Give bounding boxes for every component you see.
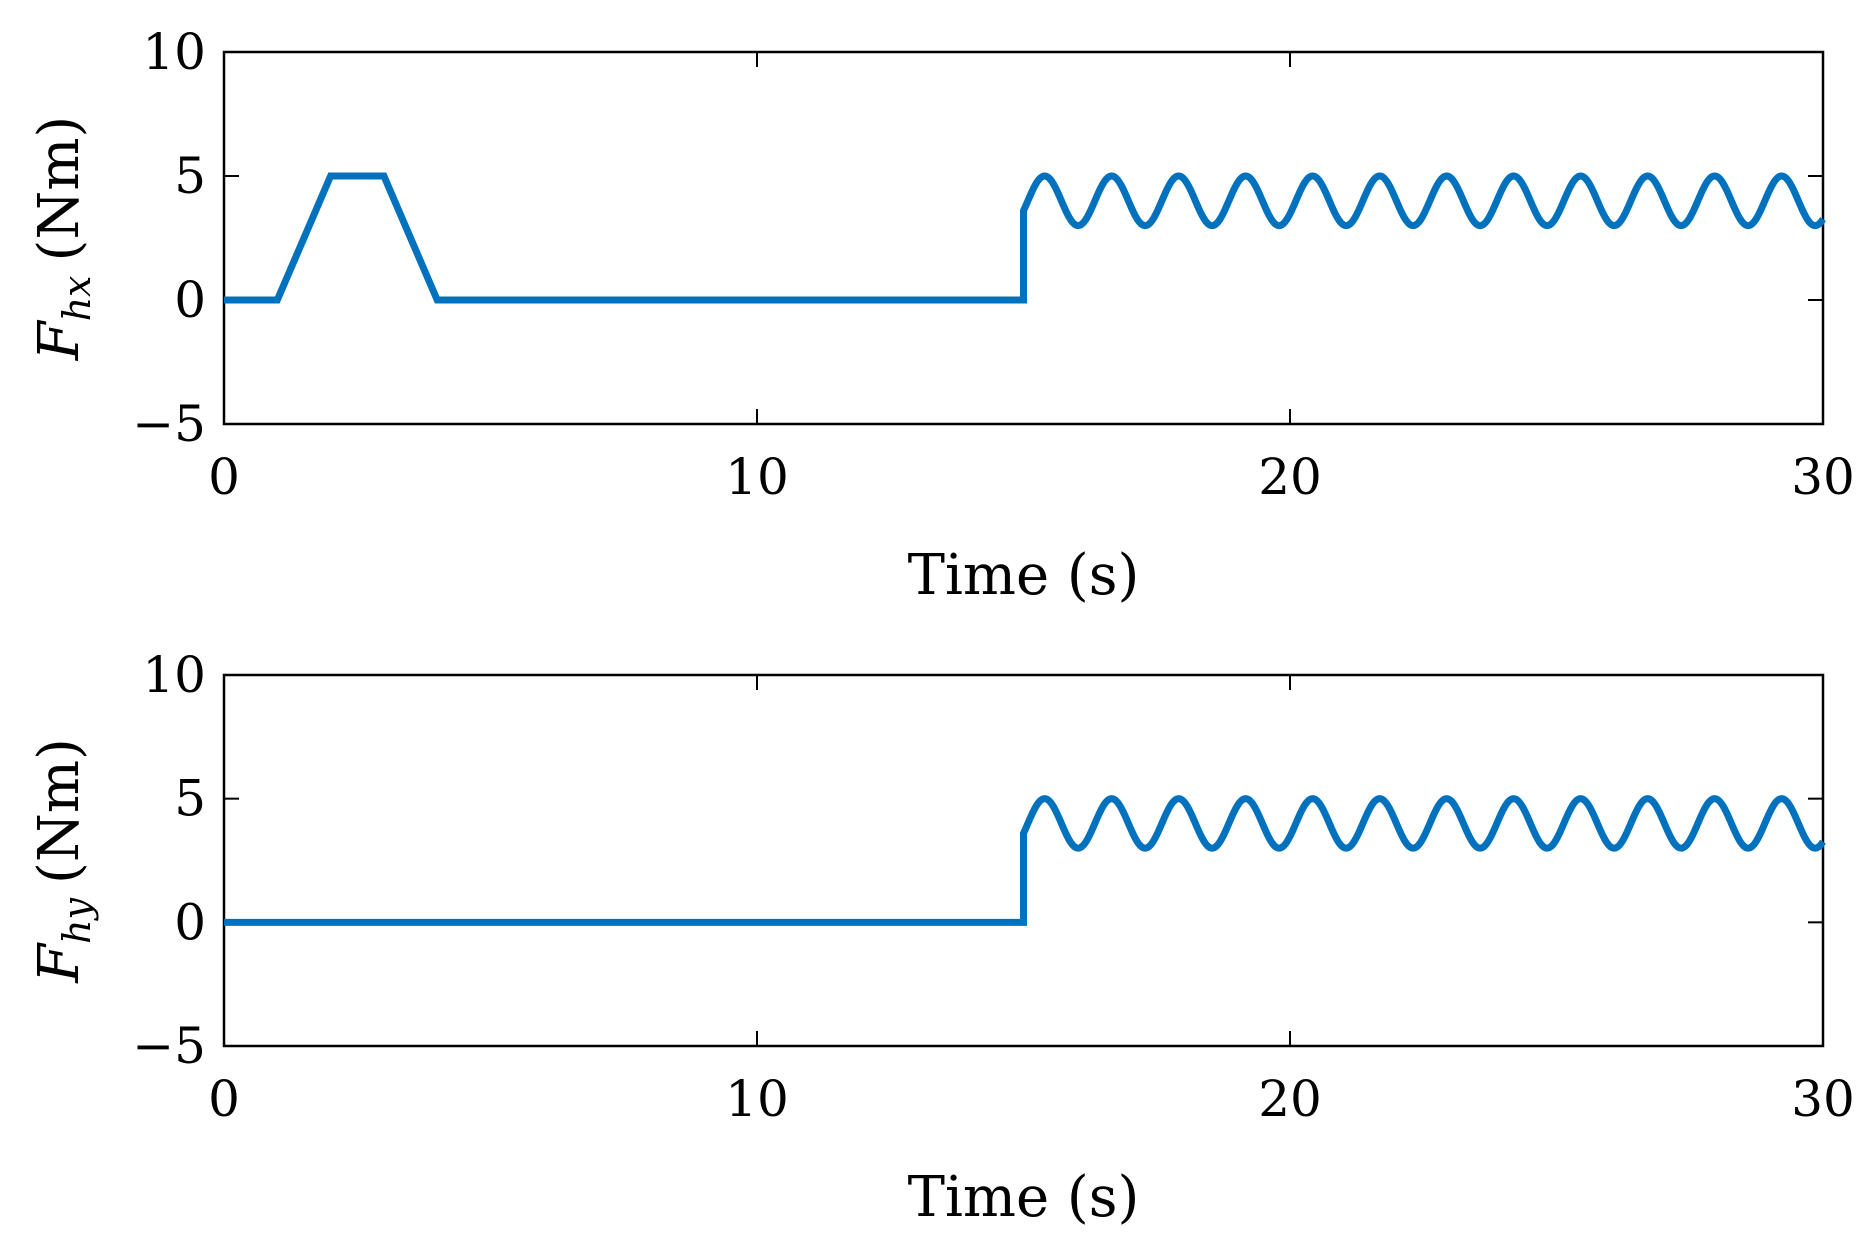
y-tick-label: −5	[132, 395, 206, 453]
y-axis-label: Fhx (Nm)	[27, 116, 99, 362]
plot-frame	[222, 673, 1825, 1048]
y-axis-subscript: hx	[55, 276, 99, 322]
x-tick-label: 0	[208, 1070, 240, 1128]
y-axis-symbol: F	[27, 942, 92, 984]
x-tick-label: 20	[1258, 1070, 1322, 1128]
x-tick-label: 30	[1791, 448, 1855, 506]
y-tick-label: 5	[174, 147, 206, 205]
y-axis-subscript: hy	[55, 897, 99, 943]
x-tick-label: 30	[1791, 1070, 1855, 1128]
x-tick-label: 20	[1258, 448, 1322, 506]
x-tick-label: 0	[208, 448, 240, 506]
y-tick-label: 5	[174, 770, 206, 828]
y-tick-label: 10	[142, 23, 206, 81]
plot-frame	[222, 50, 1825, 426]
series-line-1	[224, 795, 1826, 926]
y-axis-unit: (Nm)	[27, 116, 92, 262]
x-axis-label: Time (s)	[908, 1165, 1140, 1230]
x-tick-label: 10	[725, 448, 789, 506]
y-tick-label: 0	[174, 893, 206, 951]
x-tick-label: 10	[725, 1070, 789, 1128]
y-tick-label: −5	[132, 1017, 206, 1075]
series-line-1	[224, 172, 1826, 304]
y-axis-unit: (Nm)	[27, 738, 92, 884]
y-tick-label: 10	[142, 646, 206, 704]
y-axis-label: Fhy (Nm)	[27, 738, 99, 984]
y-axis-symbol: F	[27, 319, 92, 361]
y-tick-label: 0	[174, 271, 206, 329]
x-axis-label: Time (s)	[908, 543, 1140, 608]
